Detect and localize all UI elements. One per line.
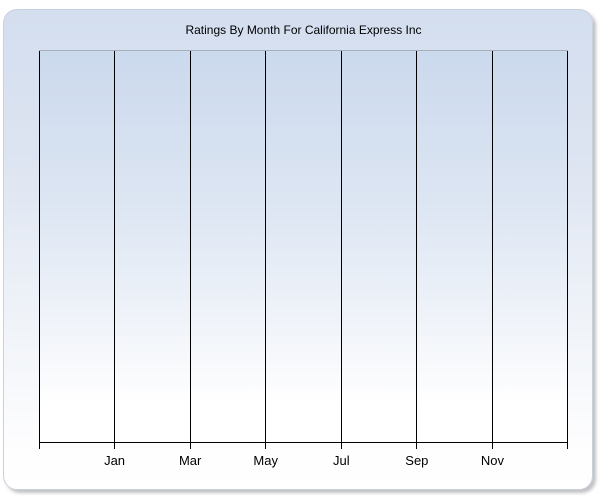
x-axis-tick [265, 443, 267, 449]
x-gridline [340, 51, 342, 443]
x-gridline [416, 51, 418, 443]
chart-panel: Ratings By Month For California Express … [3, 9, 593, 490]
x-axis-label: Mar [178, 453, 202, 468]
x-axis-label: Jul [332, 453, 350, 468]
x-gridline [114, 51, 116, 443]
x-axis-tick [567, 443, 568, 449]
x-axis-label: Nov [480, 453, 504, 468]
x-axis-label: Jan [104, 453, 126, 468]
x-axis-label: May [253, 453, 278, 468]
x-gridline [39, 51, 40, 443]
plot-area [39, 50, 568, 449]
x-gridline [567, 51, 568, 443]
x-axis-tick [39, 443, 40, 449]
x-axis-tick [340, 443, 342, 449]
chart-title: Ratings By Month For California Express … [185, 23, 422, 37]
x-axis-line [39, 442, 568, 443]
x-gridline [265, 51, 267, 443]
x-axis-labels: Jan Mar May Jul Sep Nov [39, 453, 568, 469]
x-axis-tick [114, 443, 116, 449]
x-axis-tick [416, 443, 418, 449]
x-axis-label: Sep [405, 453, 429, 468]
x-axis-tick [491, 443, 493, 449]
x-gridline [189, 51, 191, 443]
x-gridline [491, 51, 493, 443]
x-axis-tick [189, 443, 191, 449]
